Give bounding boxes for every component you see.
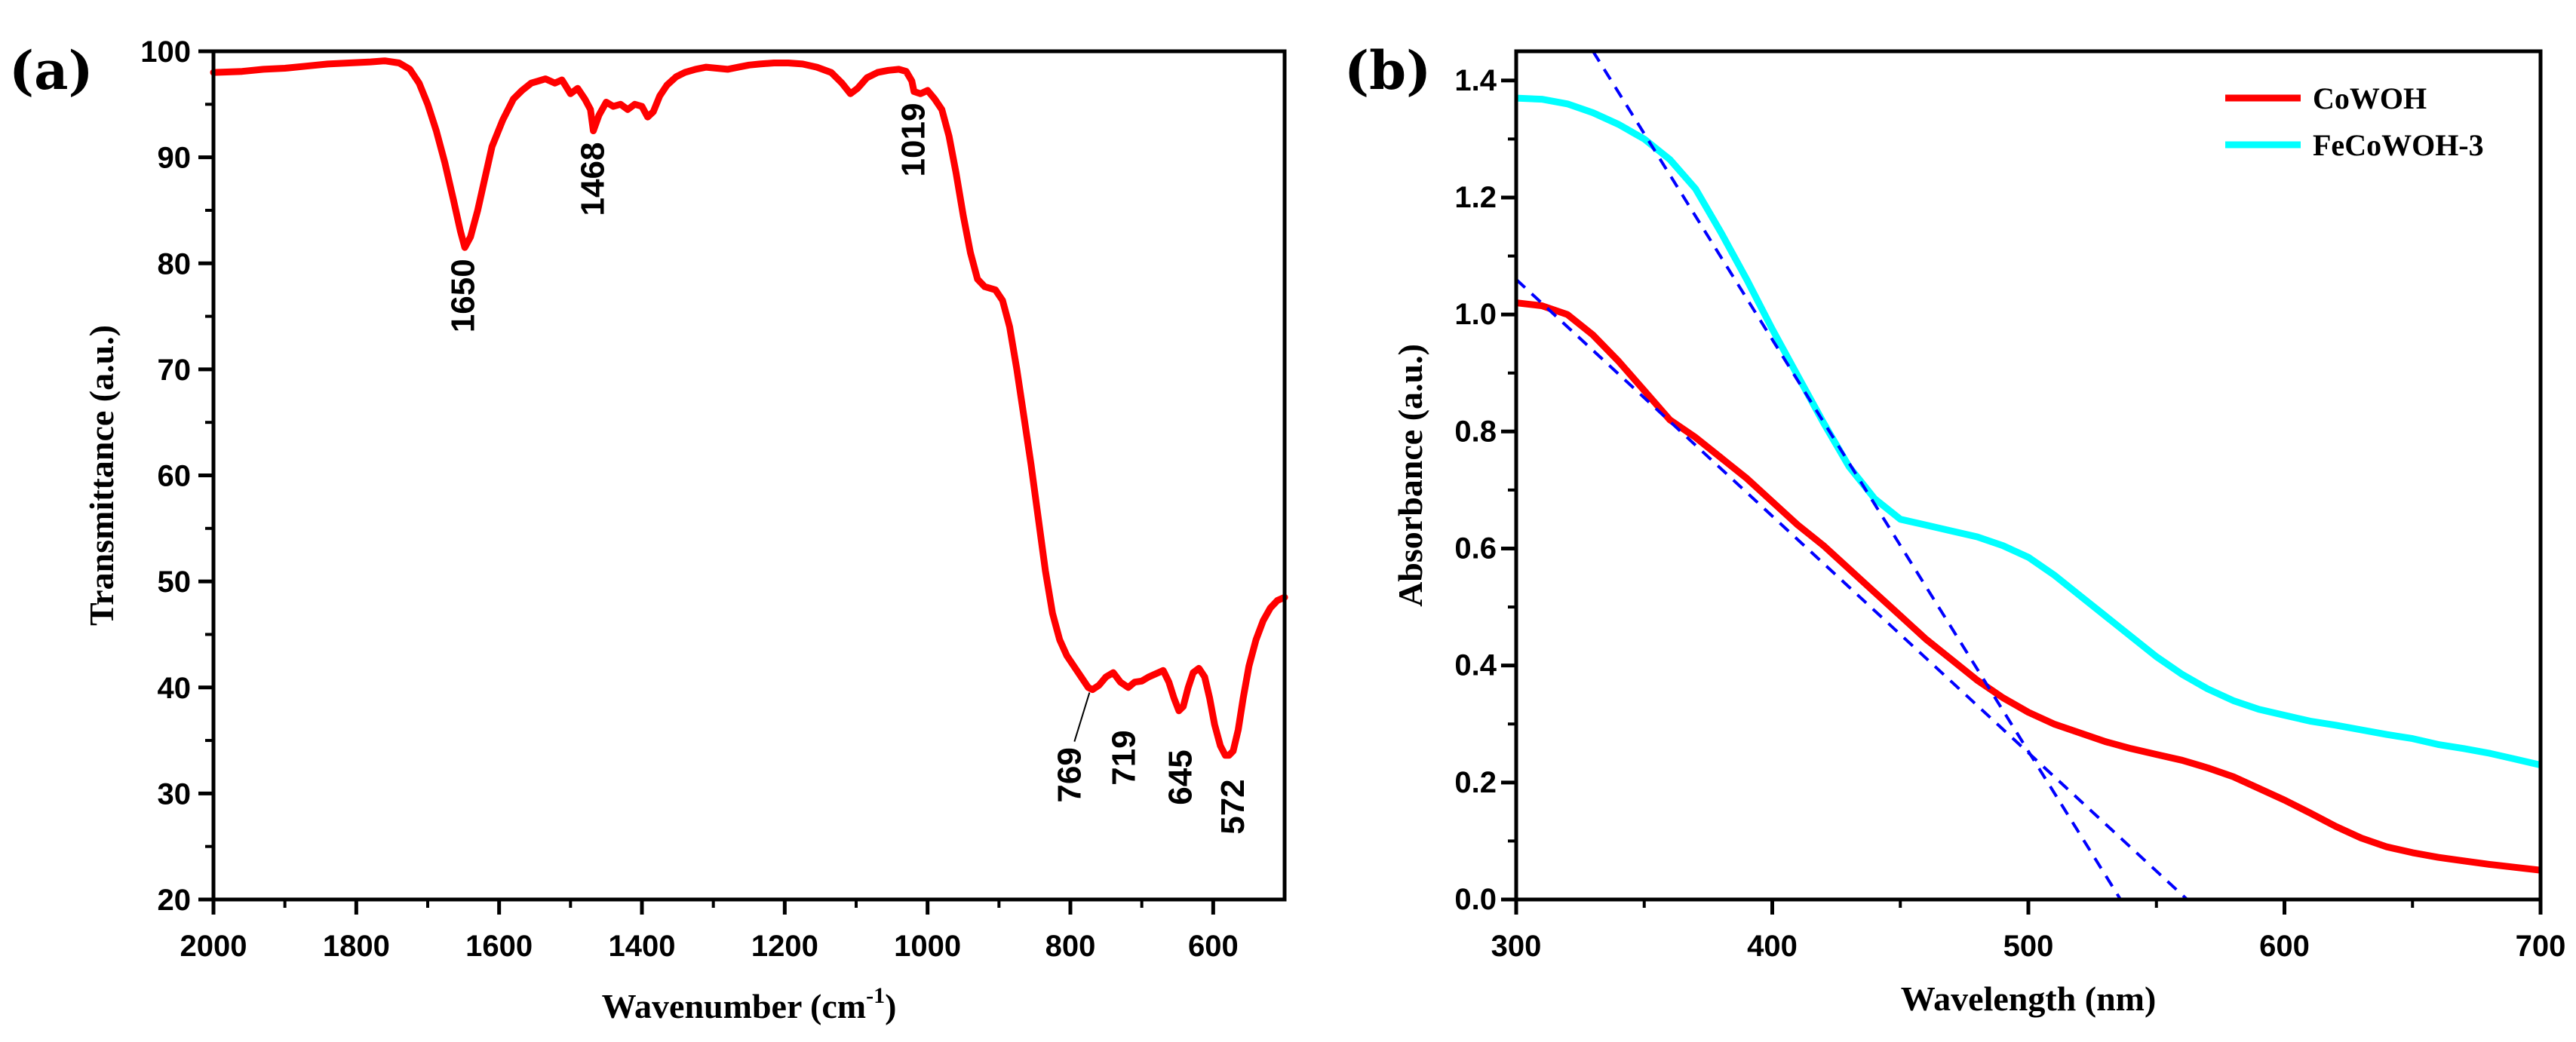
x-tick-label: 700 [2516,930,2566,963]
peak-label: 769 [1051,747,1088,802]
y-tick-label: 0.8 [1454,415,1497,448]
y-tick-label: 30 [158,777,192,811]
x-tick-label: 800 [1045,930,1096,963]
y-axis-title: Absorbance (a.u.) [1391,344,1429,607]
y-tick-label: 0.0 [1454,883,1497,916]
panel-b-uvvis-chart: (b) 300 400 500 600 700 0.0 0.2 0.4 0.6 0.8 1.0 1.2 1… [1344,39,2565,1018]
panel-label-a: (a) [9,39,94,102]
peak-label: 645 [1162,749,1199,804]
panel-label-b: (b) [1344,39,1431,102]
peak-leader-line [1073,692,1091,742]
y-tick-label: 40 [158,672,192,705]
y-axis-title: Transmittance (a.u.) [82,325,121,626]
x-tick-label: 300 [1491,930,1542,963]
x-axis-title: Wavenumber (cm-1) [602,983,897,1025]
y-tick-label: 20 [158,884,192,917]
x-tick-label: 1800 [323,930,390,963]
panel-a-ftir-chart: (a) 2000 1800 1600 1400 1200 1000 800 600 20 30 40 5… [9,35,1288,1025]
y-tick-label: 80 [158,247,192,280]
series-line-fit-fecowoh-3 [1592,51,2122,899]
y-tick-label: 70 [158,354,192,387]
x-tick-label: 1600 [465,930,533,963]
x-axis-title: Wavelength (nm) [1901,979,2157,1018]
x-tick-label: 600 [1188,930,1239,963]
y-tick-label: 60 [158,460,192,493]
series-line-ftir [210,57,1288,759]
x-axis-title-superscript: -1 [866,983,885,1008]
plot-frame-b [1514,49,2543,902]
series-line-cowoh [1516,299,2541,874]
y-tick-label: 0.6 [1454,532,1497,565]
series-line-fit-cowoh [1516,278,2188,899]
y-tick-label: 0.2 [1454,766,1497,799]
peak-label: 1468 [575,143,612,216]
y-tick-label: 1.0 [1454,298,1497,331]
legend: CoWOH FeCoWOH-3 [2225,81,2484,162]
y-tick-label: 50 [158,565,192,599]
x-tick-label: 2000 [180,930,247,963]
x-axis-title-close: ) [885,987,896,1025]
series-line-fecowoh-3 [1516,94,2541,769]
legend-label: CoWOH [2313,81,2427,115]
y-tick-label: 100 [140,35,191,69]
y-tick-label: 90 [158,142,192,175]
x-tick-label: 400 [1747,930,1798,963]
x-axis-title-main: Wavenumber (cm [602,987,867,1025]
x-tick-label: 500 [2003,930,2054,963]
peak-label: 1019 [895,103,932,177]
x-tick-label: 600 [2259,930,2310,963]
peak-label: 572 [1214,779,1251,834]
x-tick-label: 1200 [751,930,818,963]
legend-label: FeCoWOH-3 [2313,128,2484,162]
x-tick-label: 1000 [894,930,961,963]
y-tick-label: 1.4 [1454,64,1497,97]
y-tick-label: 1.2 [1454,181,1497,214]
peak-label: 719 [1106,730,1143,785]
peak-label: 1650 [444,259,481,333]
y-tick-label: 0.4 [1454,649,1497,682]
x-tick-label: 1400 [609,930,676,963]
